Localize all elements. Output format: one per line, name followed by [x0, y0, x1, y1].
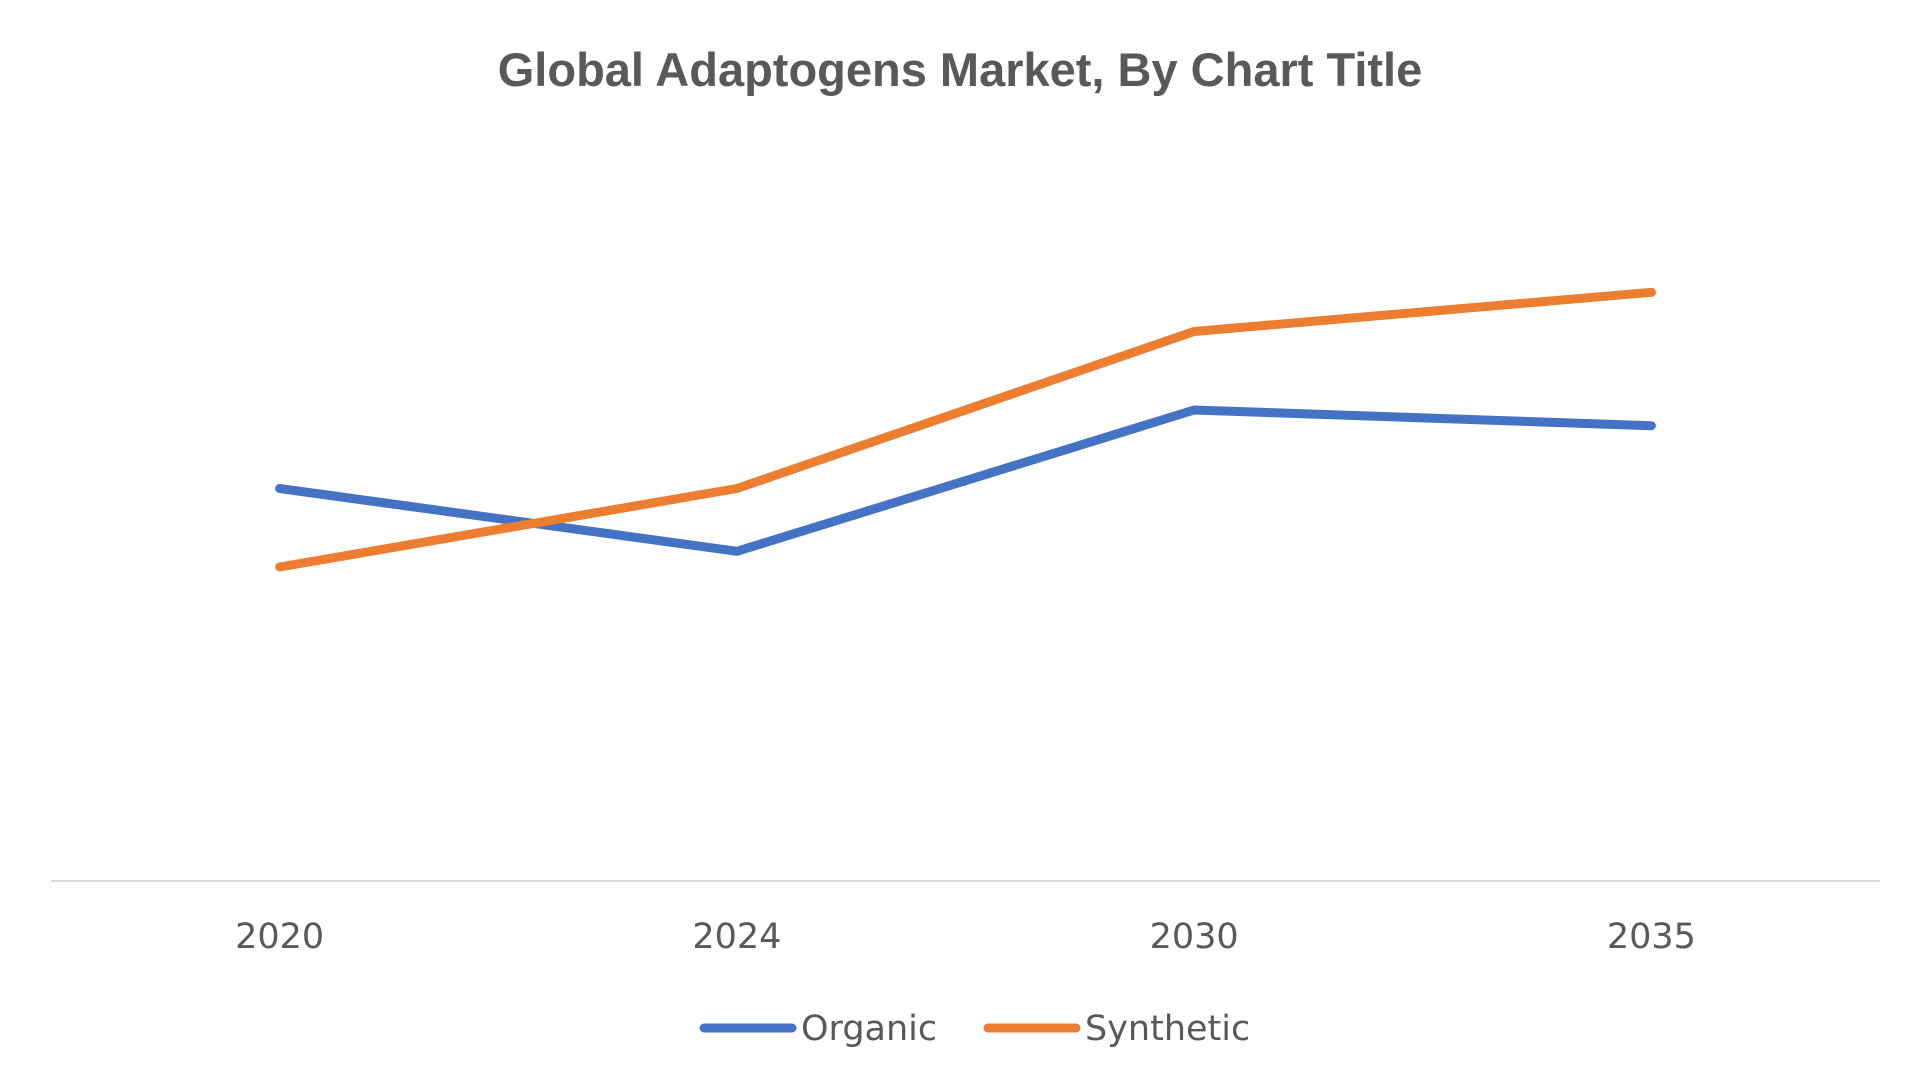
- chart-title: Global Adaptogens Market, By Chart Title: [498, 43, 1423, 96]
- series-line-synthetic: [275, 287, 1656, 572]
- series-lines: [275, 287, 1656, 572]
- x-tick-label: 2020: [235, 917, 324, 957]
- legend-label-synthetic: Synthetic: [1085, 1009, 1250, 1049]
- x-axis-ticks: 2020 2024 2030 2035: [235, 917, 1696, 957]
- legend-label-organic: Organic: [801, 1009, 937, 1049]
- legend: Organic Synthetic: [699, 1009, 1250, 1049]
- series-line-organic: [275, 405, 1656, 556]
- x-tick-label: 2030: [1150, 917, 1239, 957]
- x-tick-label: 2024: [692, 917, 781, 957]
- x-tick-label: 2035: [1607, 917, 1696, 957]
